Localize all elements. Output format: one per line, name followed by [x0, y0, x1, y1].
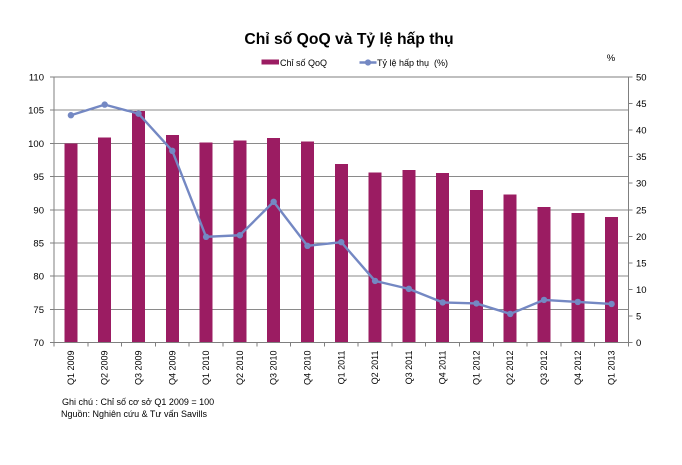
svg-text:95: 95 — [33, 172, 44, 183]
svg-text:Chỉ số QoQ: Chỉ số QoQ — [280, 58, 327, 68]
svg-text:0: 0 — [636, 338, 641, 349]
svg-text:35: 35 — [636, 152, 647, 163]
svg-text:Q1 2009: Q1 2009 — [66, 351, 76, 386]
svg-text:Q4 2011: Q4 2011 — [438, 351, 448, 385]
svg-text:50: 50 — [636, 73, 647, 84]
svg-text:30: 30 — [636, 179, 647, 190]
svg-text:90: 90 — [33, 205, 44, 216]
svg-text:70: 70 — [33, 338, 44, 349]
svg-text:105: 105 — [28, 106, 44, 117]
svg-text:Nguồn: Nghiên cứu & Tư vấn Sav: Nguồn: Nghiên cứu & Tư vấn Savills — [61, 409, 207, 419]
svg-text:Q2 2010: Q2 2010 — [235, 351, 245, 386]
svg-text:85: 85 — [33, 238, 44, 249]
svg-text:15: 15 — [636, 258, 647, 269]
svg-text:25: 25 — [636, 205, 647, 216]
svg-text:Q4 2012: Q4 2012 — [573, 351, 583, 386]
svg-text:Tỷ lệ hấp thụ (%): Tỷ lệ hấp thụ (%) — [377, 58, 448, 68]
svg-text:Q3 2012: Q3 2012 — [539, 351, 549, 386]
svg-text:75: 75 — [33, 305, 44, 316]
svg-text:Q1 2010: Q1 2010 — [201, 351, 211, 386]
svg-text:Q1 2011: Q1 2011 — [336, 351, 346, 385]
svg-text:20: 20 — [636, 232, 647, 243]
svg-text:80: 80 — [33, 272, 44, 283]
svg-text:10: 10 — [636, 285, 647, 296]
svg-text:Chỉ số QoQ và Tỷ lệ hấp thụ: Chỉ số QoQ và Tỷ lệ hấp thụ — [244, 31, 453, 48]
svg-text:Q3 2011: Q3 2011 — [404, 351, 414, 385]
svg-text:40: 40 — [636, 126, 647, 137]
svg-text:Ghi chú : Chỉ số cơ sở Q1 2009: Ghi chú : Chỉ số cơ sở Q1 2009 = 100 — [62, 397, 214, 407]
svg-text:5: 5 — [636, 311, 641, 322]
svg-text:Q2 2011: Q2 2011 — [370, 351, 380, 385]
svg-text:Q1 2013: Q1 2013 — [607, 351, 617, 386]
svg-text:Q2 2009: Q2 2009 — [100, 351, 110, 386]
svg-text:45: 45 — [636, 99, 647, 110]
svg-text:Q4 2010: Q4 2010 — [302, 351, 312, 386]
svg-text:110: 110 — [29, 73, 44, 84]
svg-text:Q3 2009: Q3 2009 — [133, 351, 143, 386]
svg-text:Q1 2012: Q1 2012 — [471, 351, 481, 386]
svg-text:Q4 2009: Q4 2009 — [167, 351, 177, 386]
svg-text:Q2 2012: Q2 2012 — [505, 350, 515, 385]
svg-text:%: % — [607, 53, 616, 64]
svg-text:Q3 2010: Q3 2010 — [269, 351, 279, 386]
svg-text:100: 100 — [28, 139, 44, 150]
